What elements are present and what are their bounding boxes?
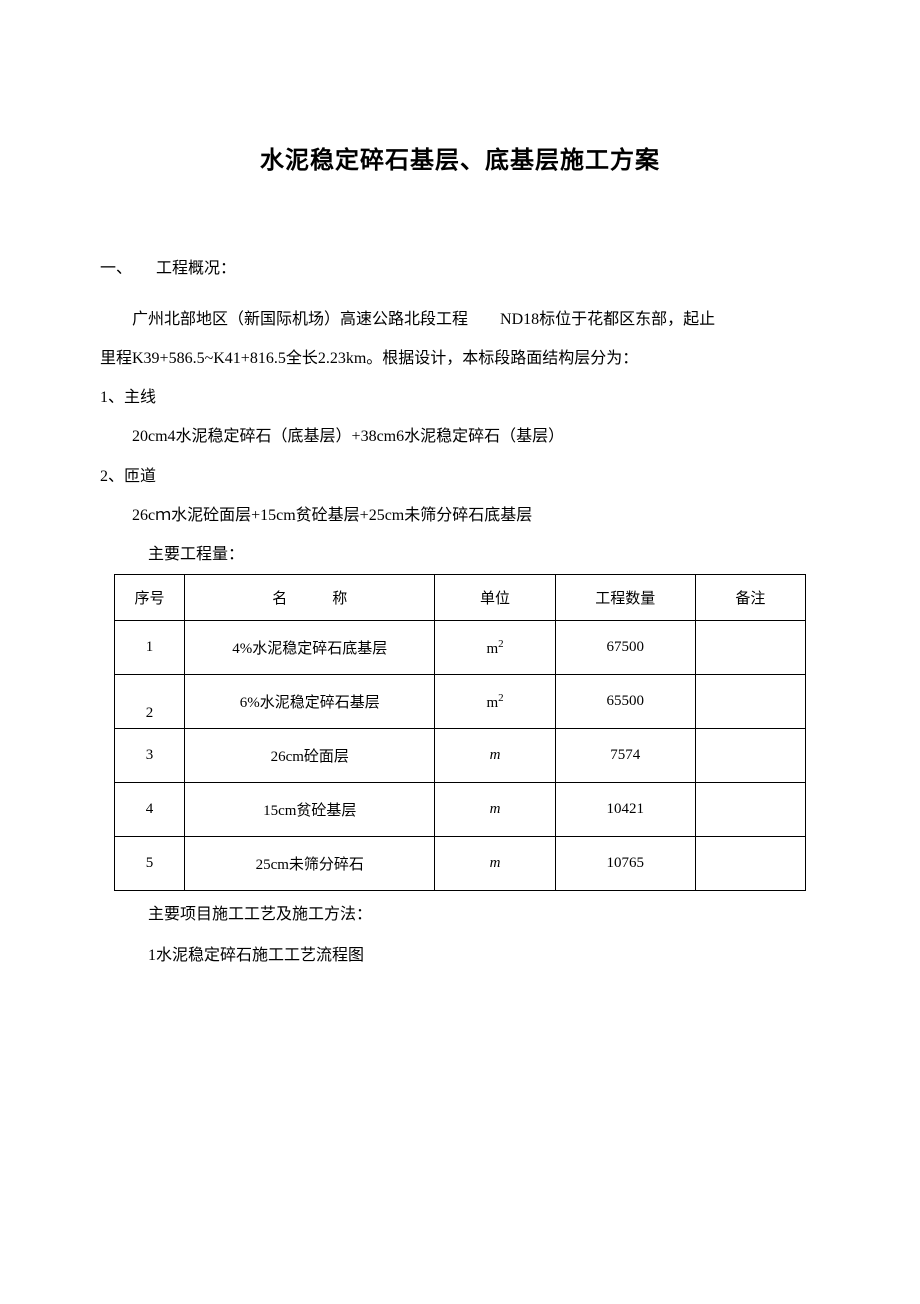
cell-remark <box>695 837 805 891</box>
col-header-name: 名 称 <box>185 575 435 621</box>
cell-remark <box>695 621 805 675</box>
cell-qty: 10765 <box>555 837 695 891</box>
table-row: 2 6%水泥稳定碎石基层 m2 65500 <box>115 675 806 729</box>
cell-qty: 10421 <box>555 783 695 837</box>
cell-remark <box>695 729 805 783</box>
cell-name: 6%水泥稳定碎石基层 <box>185 675 435 729</box>
paragraph-1b: ND18标位于花都区东部，起止 <box>500 311 715 328</box>
list-item-2-content: 26cｍ水泥砼面层+15cm贫砼基层+25cm未筛分碎石底基层 <box>100 498 820 533</box>
cell-seq: 1 <box>115 621 185 675</box>
cell-name: 4%水泥稳定碎石底基层 <box>185 621 435 675</box>
col-header-seq: 序号 <box>115 575 185 621</box>
cell-seq: 4 <box>115 783 185 837</box>
table-row: 1 4%水泥稳定碎石底基层 m2 67500 <box>115 621 806 675</box>
cell-unit: m <box>435 729 555 783</box>
cell-name: 26cm砼面层 <box>185 729 435 783</box>
section-1-heading: 一、 工程概况： <box>100 255 820 284</box>
cell-unit: m <box>435 837 555 891</box>
cell-qty: 65500 <box>555 675 695 729</box>
cell-name: 25cm未筛分碎石 <box>185 837 435 891</box>
quantities-table: 序号 名 称 单位 工程数量 备注 1 4%水泥稳定碎石底基层 m2 67500… <box>114 574 806 891</box>
paragraph-1: 广州北部地区（新国际机场）高速公路北段工程 ND18标位于花都区东部，起止 <box>100 302 820 337</box>
cell-name: 15cm贫砼基层 <box>185 783 435 837</box>
paragraph-1a: 广州北部地区（新国际机场）高速公路北段工程 <box>132 311 468 328</box>
document-page: 水泥稳定碎石基层、底基层施工方案 一、 工程概况： 广州北部地区（新国际机场）高… <box>0 0 920 973</box>
col-header-unit: 单位 <box>435 575 555 621</box>
cell-seq: 3 <box>115 729 185 783</box>
cell-seq: 2 <box>115 675 185 729</box>
paragraph-2: 里程K39+586.5~K41+816.5全长2.23km。根据设计，本标段路面… <box>100 341 820 376</box>
col-header-qty: 工程数量 <box>555 575 695 621</box>
list-item-1-content: 20cm4水泥稳定碎石（底基层）+38cm6水泥稳定碎石（基层） <box>100 419 820 454</box>
document-title: 水泥稳定碎石基层、底基层施工方案 <box>100 140 820 175</box>
table-row: 4 15cm贫砼基层 m 10421 <box>115 783 806 837</box>
table-row: 3 26cm砼面层 m 7574 <box>115 729 806 783</box>
cell-remark <box>695 675 805 729</box>
cell-unit: m2 <box>435 621 555 675</box>
list-item-1-label: 1、主线 <box>100 380 820 415</box>
list-item-2-label: 2、匝道 <box>100 459 820 494</box>
table-row: 5 25cm未筛分碎石 m 10765 <box>115 837 806 891</box>
table-caption: 主要工程量： <box>148 537 820 572</box>
cell-seq: 5 <box>115 837 185 891</box>
cell-qty: 67500 <box>555 621 695 675</box>
quantities-table-wrap: 序号 名 称 单位 工程数量 备注 1 4%水泥稳定碎石底基层 m2 67500… <box>100 574 820 891</box>
cell-unit: m2 <box>435 675 555 729</box>
cell-qty: 7574 <box>555 729 695 783</box>
cell-unit: m <box>435 783 555 837</box>
after-table-line-2: 1水泥稳定碎石施工工艺流程图 <box>148 938 820 973</box>
col-header-remark: 备注 <box>695 575 805 621</box>
after-table-line-1: 主要项目施工工艺及施工方法： <box>148 897 820 932</box>
cell-remark <box>695 783 805 837</box>
table-header-row: 序号 名 称 单位 工程数量 备注 <box>115 575 806 621</box>
